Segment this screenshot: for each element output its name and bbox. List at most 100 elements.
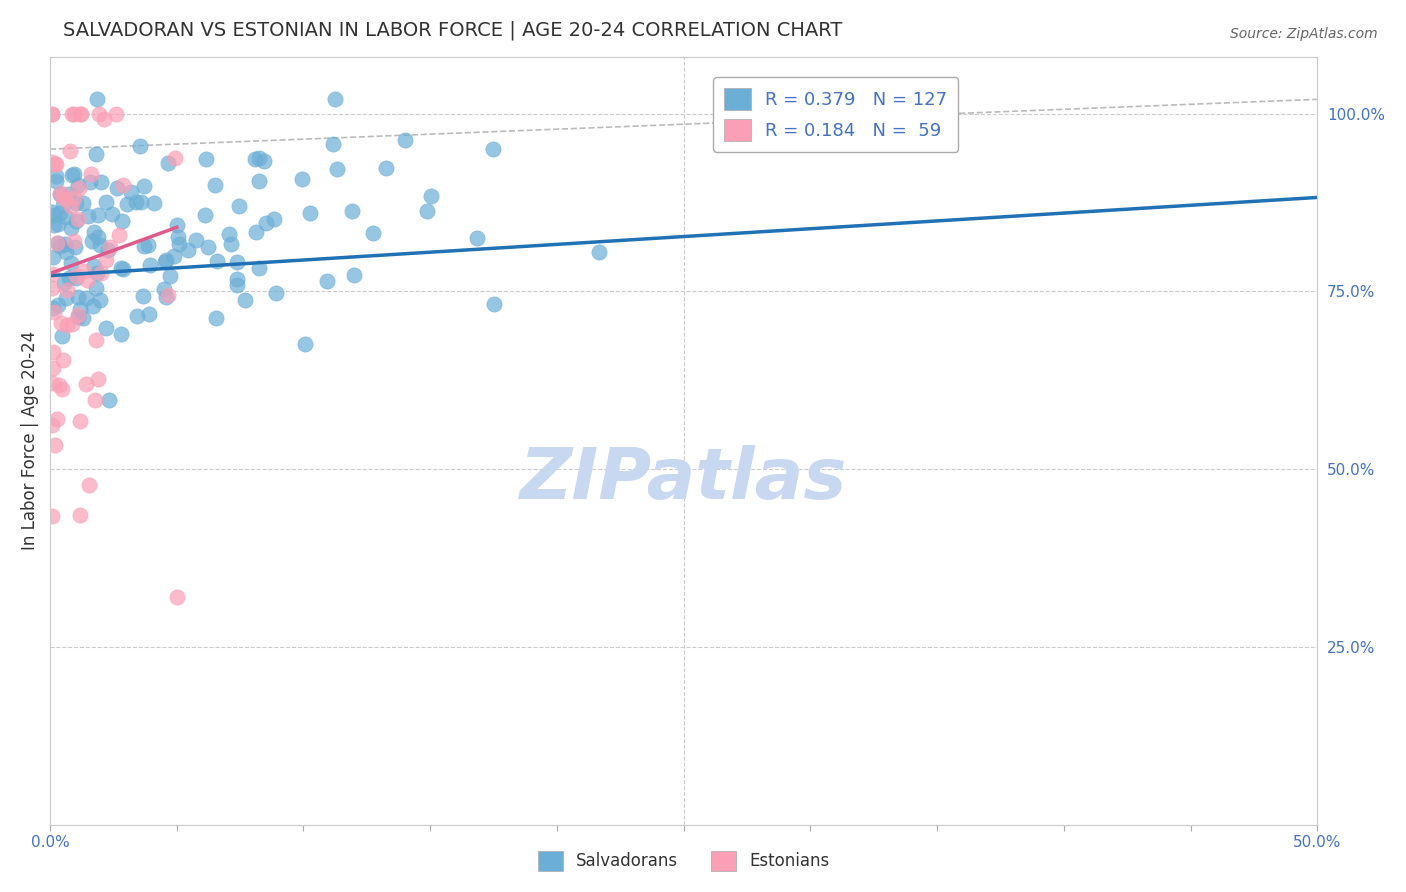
Point — [63, 234, 86, 248]
Point — [315, 274, 337, 288]
Point — [194, 208, 217, 222]
Point — [98, 240, 121, 254]
Point — [94, 194, 117, 209]
Point — [55, 210, 77, 224]
Point — [42, 361, 65, 376]
Y-axis label: In Labor Force | Age 20-24: In Labor Force | Age 20-24 — [21, 331, 39, 550]
Point — [69, 106, 91, 120]
Point — [41, 106, 63, 120]
Point — [42, 304, 65, 318]
Point — [101, 207, 124, 221]
Point — [205, 253, 228, 268]
Point — [266, 285, 288, 300]
Legend: Salvadorans, Estonians: Salvadorans, Estonians — [531, 844, 837, 878]
Point — [226, 278, 249, 293]
Point — [112, 261, 135, 276]
Point — [263, 212, 285, 227]
Point — [65, 240, 87, 254]
Point — [325, 92, 347, 106]
Point — [48, 378, 70, 392]
Point — [65, 269, 87, 284]
Point — [60, 168, 83, 182]
Point — [67, 290, 90, 304]
Point — [340, 203, 363, 218]
Point — [69, 106, 91, 120]
Point — [90, 175, 112, 189]
Point — [233, 293, 256, 308]
Point — [45, 157, 67, 171]
Point — [218, 227, 240, 241]
Point — [291, 172, 314, 186]
Point — [53, 237, 76, 252]
Point — [84, 333, 107, 347]
Point — [41, 155, 63, 169]
Point — [51, 382, 73, 396]
Point — [73, 264, 96, 278]
Point — [228, 199, 250, 213]
Point — [82, 299, 104, 313]
Point — [51, 329, 73, 343]
Point — [62, 167, 84, 181]
Point — [45, 174, 67, 188]
Point — [166, 590, 188, 604]
Point — [46, 412, 69, 426]
Point — [60, 256, 83, 270]
Point — [155, 255, 177, 269]
Point — [247, 174, 270, 188]
Point — [41, 267, 63, 281]
Point — [361, 226, 384, 240]
Point — [77, 210, 100, 224]
Point — [60, 106, 83, 120]
Point — [107, 228, 129, 243]
Point — [46, 217, 69, 231]
Text: SALVADORAN VS ESTONIAN IN LABOR FORCE | AGE 20-24 CORRELATION CHART: SALVADORAN VS ESTONIAN IN LABOR FORCE | … — [63, 21, 842, 40]
Text: Source: ZipAtlas.com: Source: ZipAtlas.com — [1230, 27, 1378, 41]
Point — [72, 310, 94, 325]
Point — [138, 307, 160, 321]
Point — [112, 178, 135, 192]
Point — [72, 195, 94, 210]
Point — [253, 153, 276, 168]
Point — [326, 161, 349, 176]
Point — [44, 218, 66, 232]
Point — [46, 236, 69, 251]
Point — [84, 281, 107, 295]
Point — [69, 508, 91, 522]
Point — [67, 180, 90, 194]
Point — [46, 235, 69, 250]
Point — [66, 308, 89, 322]
Point — [93, 112, 115, 127]
Point — [343, 268, 366, 283]
Point — [416, 204, 439, 219]
Point — [65, 214, 87, 228]
Point — [89, 106, 111, 120]
Point — [69, 301, 91, 316]
Point — [66, 178, 89, 192]
Point — [76, 273, 98, 287]
Point — [157, 156, 180, 170]
Point — [104, 106, 127, 120]
Point — [41, 418, 63, 433]
Point — [482, 297, 505, 311]
Point — [53, 277, 76, 291]
Point — [60, 220, 83, 235]
Point — [163, 152, 186, 166]
Point — [115, 197, 138, 211]
Point — [59, 199, 82, 213]
Point — [110, 260, 132, 275]
Point — [163, 249, 186, 263]
Point — [49, 206, 72, 220]
Point — [52, 353, 75, 368]
Point — [89, 238, 111, 252]
Point — [41, 106, 63, 120]
Point — [195, 153, 218, 167]
Point — [167, 230, 190, 244]
Point — [134, 238, 156, 252]
Point — [52, 197, 75, 211]
Point — [44, 157, 66, 171]
Point — [49, 316, 72, 330]
Point — [176, 244, 198, 258]
Point — [62, 106, 84, 120]
Point — [111, 214, 134, 228]
Point — [55, 318, 77, 333]
